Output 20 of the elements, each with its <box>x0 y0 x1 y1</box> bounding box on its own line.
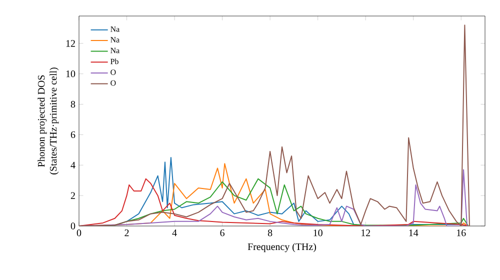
x-axis-title: Frequency (THz) <box>248 243 316 252</box>
y-tick-label: 12 <box>66 40 75 47</box>
x-tick-label: 16 <box>457 230 466 236</box>
x-tick-label: 8 <box>268 230 272 236</box>
x-tick-label: 2 <box>124 230 129 236</box>
x-tick-label: 10 <box>314 230 322 236</box>
y-tick-label: 2 <box>70 192 75 199</box>
x-tick-label: 6 <box>220 230 224 236</box>
x-tick-label: 14 <box>409 230 418 236</box>
line-series <box>79 178 469 226</box>
y-tick-label: 0 <box>70 222 76 230</box>
y-axis-title: Phonon projected DOS (States/THz·primitive cell) <box>38 68 59 174</box>
y-tick-label: 4 <box>70 162 76 168</box>
line-series <box>79 24 470 226</box>
x-tick-label: 0 <box>76 230 82 236</box>
x-tick-label: 4 <box>172 230 177 236</box>
y-tick-label: 8 <box>70 100 76 108</box>
x-tick-label: 12 <box>361 230 370 236</box>
y-tick-label: 10 <box>66 70 76 78</box>
y-tick-label: 6 <box>70 131 76 138</box>
